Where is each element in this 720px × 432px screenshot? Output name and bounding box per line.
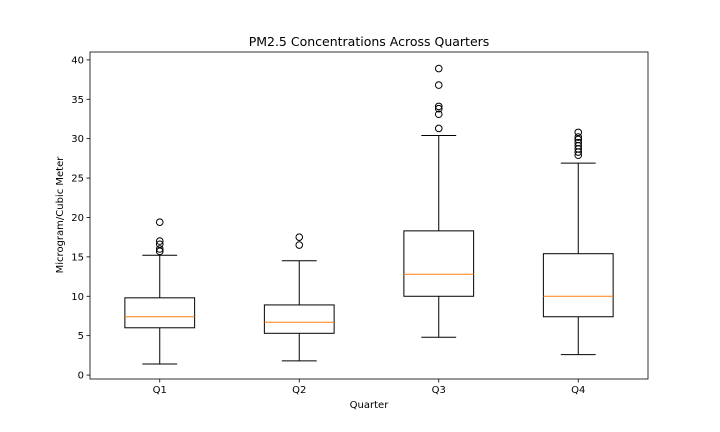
box-iqr <box>403 230 475 297</box>
x-tick-label: Q3 <box>432 385 446 396</box>
outlier-point <box>574 128 583 137</box>
box-iqr <box>124 297 196 329</box>
x-tick-label: Q2 <box>292 385 306 396</box>
outlier-point <box>574 138 583 147</box>
y-tick-label: 10 <box>71 292 84 303</box>
outlier-point <box>434 64 443 73</box>
outlier-point <box>574 133 583 141</box>
outlier-point <box>295 233 304 241</box>
outlier-point <box>434 110 443 119</box>
y-tick-label: 40 <box>71 55 84 66</box>
chart-title: PM2.5 Concentrations Across Quarters <box>249 34 490 49</box>
x-axis-label: Quarter <box>350 400 390 411</box>
y-tick-label: 20 <box>71 213 84 224</box>
outlier-point <box>434 104 443 113</box>
y-tick-label: 35 <box>71 95 84 106</box>
plot-frame <box>89 51 649 380</box>
outlier-point <box>155 240 164 249</box>
x-tick-label: Q4 <box>571 385 585 396</box>
y-tick-label: 30 <box>71 134 84 145</box>
outlier-point <box>155 237 164 245</box>
y-tick-label: 15 <box>71 252 84 263</box>
y-tick-label: 5 <box>78 331 84 342</box>
y-axis-label: Microgram/Cubic Meter <box>55 156 66 274</box>
outlier-point <box>295 241 304 249</box>
y-tick-label: 25 <box>71 174 84 185</box>
outlier-point <box>155 245 164 253</box>
box-iqr <box>263 304 335 334</box>
plot-area: 0 5 10 15 20 25 30 35 40 Q1 Q2 Q3 Q4 <box>71 51 649 396</box>
y-tick-label: 0 <box>78 371 84 382</box>
outlier-point <box>434 81 443 89</box>
outlier-point <box>155 218 164 226</box>
outlier-point <box>434 102 443 111</box>
outlier-point <box>434 124 443 133</box>
box-iqr <box>542 253 614 318</box>
x-tick-label: Q1 <box>153 385 167 396</box>
